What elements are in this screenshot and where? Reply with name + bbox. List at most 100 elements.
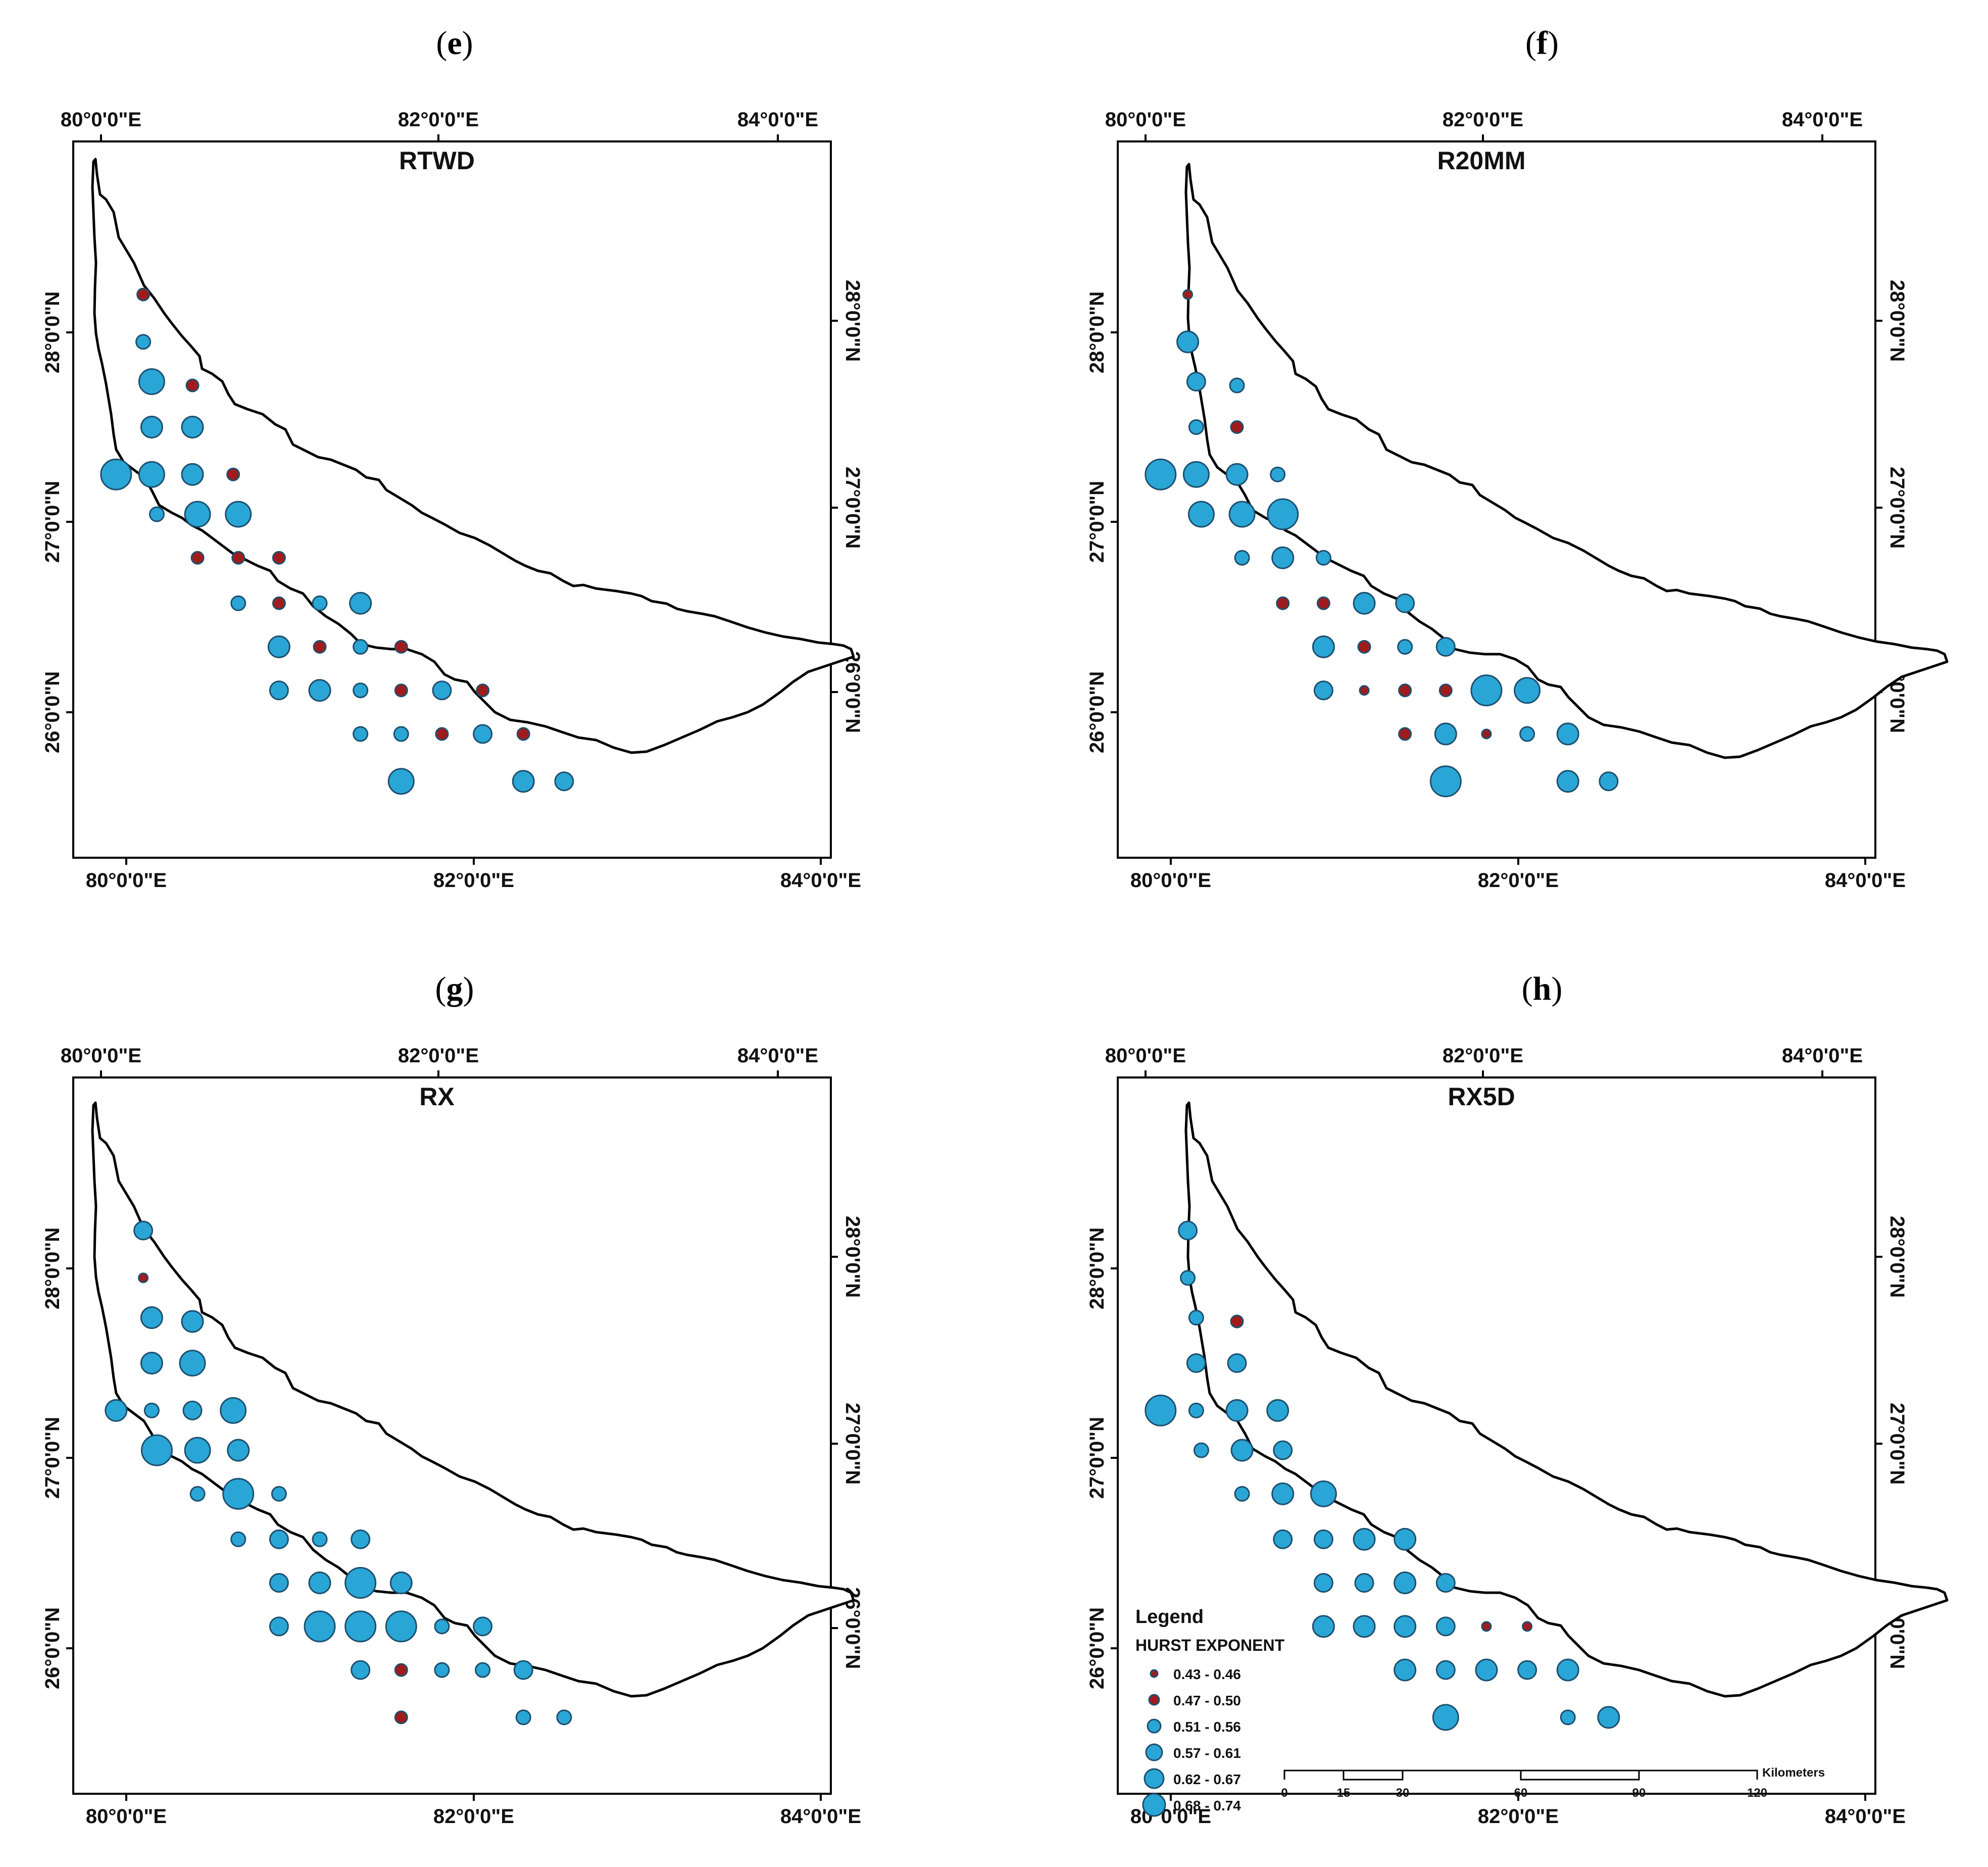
station-point [1394,1615,1417,1638]
station-point [353,682,369,699]
station-point [1394,1571,1417,1594]
station-point [1312,635,1335,658]
station-point [1429,765,1462,798]
station-point [138,368,165,395]
station-point [1186,1353,1206,1373]
station-point [231,551,245,565]
map-frame [1117,1076,1876,1795]
station-point [476,683,490,698]
scale-unit: Kilometers [1762,1766,1825,1780]
station-point [271,1486,287,1502]
lon-label-top: 84°0'0"E [737,109,818,131]
station-point [516,727,530,741]
station-point [1225,463,1249,486]
station-point [1230,1314,1244,1329]
station-point [1432,1704,1459,1731]
station-point [182,1400,203,1420]
station-point [344,1610,377,1643]
station-point [1188,419,1204,435]
legend-label: 0.68 - 0.74 [1173,1798,1241,1813]
station-point [1313,680,1333,701]
map-panel-e: (e) 80°0'0"E 82°0'0"E 84°0'0"E 80°0'0"E 82°0… [0,0,994,934]
station-point [1435,637,1456,657]
station-point [138,461,165,488]
station-point [1225,1399,1249,1422]
lat-label-left: 27°0'0"N [41,481,64,563]
station-point [353,726,369,742]
station-point [312,595,328,611]
station-point [435,727,449,741]
basin-outline [91,158,855,754]
station-point [230,1531,246,1547]
lat-label-right: 27°0'0"N [1886,467,1908,549]
station-point [1230,420,1244,434]
station-point [1599,771,1619,792]
station-point [1481,1621,1492,1632]
lat-label-left: 26°0'0"N [1086,671,1108,753]
lat-label-left: 26°0'0"N [41,671,64,753]
lat-label-left: 28°0'0"N [1086,291,1108,373]
lon-label-bottom: 80°0'0"E [86,869,167,892]
station-point [434,1618,450,1635]
station-point [385,1610,417,1643]
lat-label-left: 26°0'0"N [41,1607,64,1689]
lat-label-right: 27°0'0"N [1886,1403,1908,1485]
legend-label: 0.43 - 0.46 [1173,1666,1241,1682]
legend-swatch [1144,1768,1165,1789]
lon-label-bottom: 80°0'0"E [1130,869,1211,892]
map-frame-group: 80°0'0"E 82°0'0"E 84°0'0"E 80°0'0"E 82°0'0"E… [41,109,864,892]
station-point [473,724,493,744]
station-point [1316,596,1330,610]
station-point [1188,1310,1204,1325]
station-point [269,680,289,701]
lon-label-bottom: 84°0'0"E [780,869,861,892]
station-point [189,1486,206,1502]
station-point [1270,466,1286,482]
scale-bar [1283,1770,1758,1781]
station-point [1353,1615,1376,1638]
station-point [473,1616,493,1637]
station-point [1438,683,1453,698]
station-point [1310,1480,1337,1507]
station-point [220,1397,247,1424]
station-point [1271,1482,1295,1505]
station-point [1273,1529,1293,1549]
station-point [1271,546,1295,569]
station-point [1145,458,1177,490]
station-point [1514,677,1541,704]
scale-number: 60 [1514,1786,1528,1800]
station-point [179,1350,206,1377]
station-point [185,378,200,392]
station-point [1186,372,1206,391]
station-point [556,1709,572,1726]
lon-label-bottom: 84°0'0"E [1825,869,1906,892]
station-point [393,726,409,742]
station-point [1313,1529,1333,1549]
lon-label-top: 82°0'0"E [1443,109,1523,131]
lon-label-bottom: 82°0'0"E [433,1805,514,1828]
lon-label-top: 80°0'0"E [61,109,141,131]
map-title: RTWD [399,146,475,175]
station-point [1182,289,1194,300]
station-point [267,635,290,658]
legend-title: Legend [1135,1606,1204,1628]
station-point [1276,596,1290,610]
map-title: RX5D [1448,1083,1515,1111]
station-point [136,287,151,302]
station-point [1597,1706,1620,1729]
station-point [1556,722,1579,746]
lat-label-left: 27°0'0"N [1086,481,1108,563]
station-point [1434,722,1457,746]
station-point [1357,640,1371,654]
station-point [1229,377,1245,394]
station-point [1359,685,1370,696]
map-frame-group: 80°0'0"E 82°0'0"E 84°0'0"E 80°0'0"E 82°0'0"E… [41,1045,864,1828]
station-point [1435,1660,1456,1680]
station-point [1435,1573,1456,1593]
scale-number: 0 [1281,1786,1287,1800]
lon-label-bottom: 80°0'0"E [86,1805,167,1828]
lon-label-top: 84°0'0"E [1782,109,1863,131]
station-point [148,506,165,522]
lat-label-right: 28°0'0"N [841,280,864,362]
station-point [1234,1486,1250,1502]
